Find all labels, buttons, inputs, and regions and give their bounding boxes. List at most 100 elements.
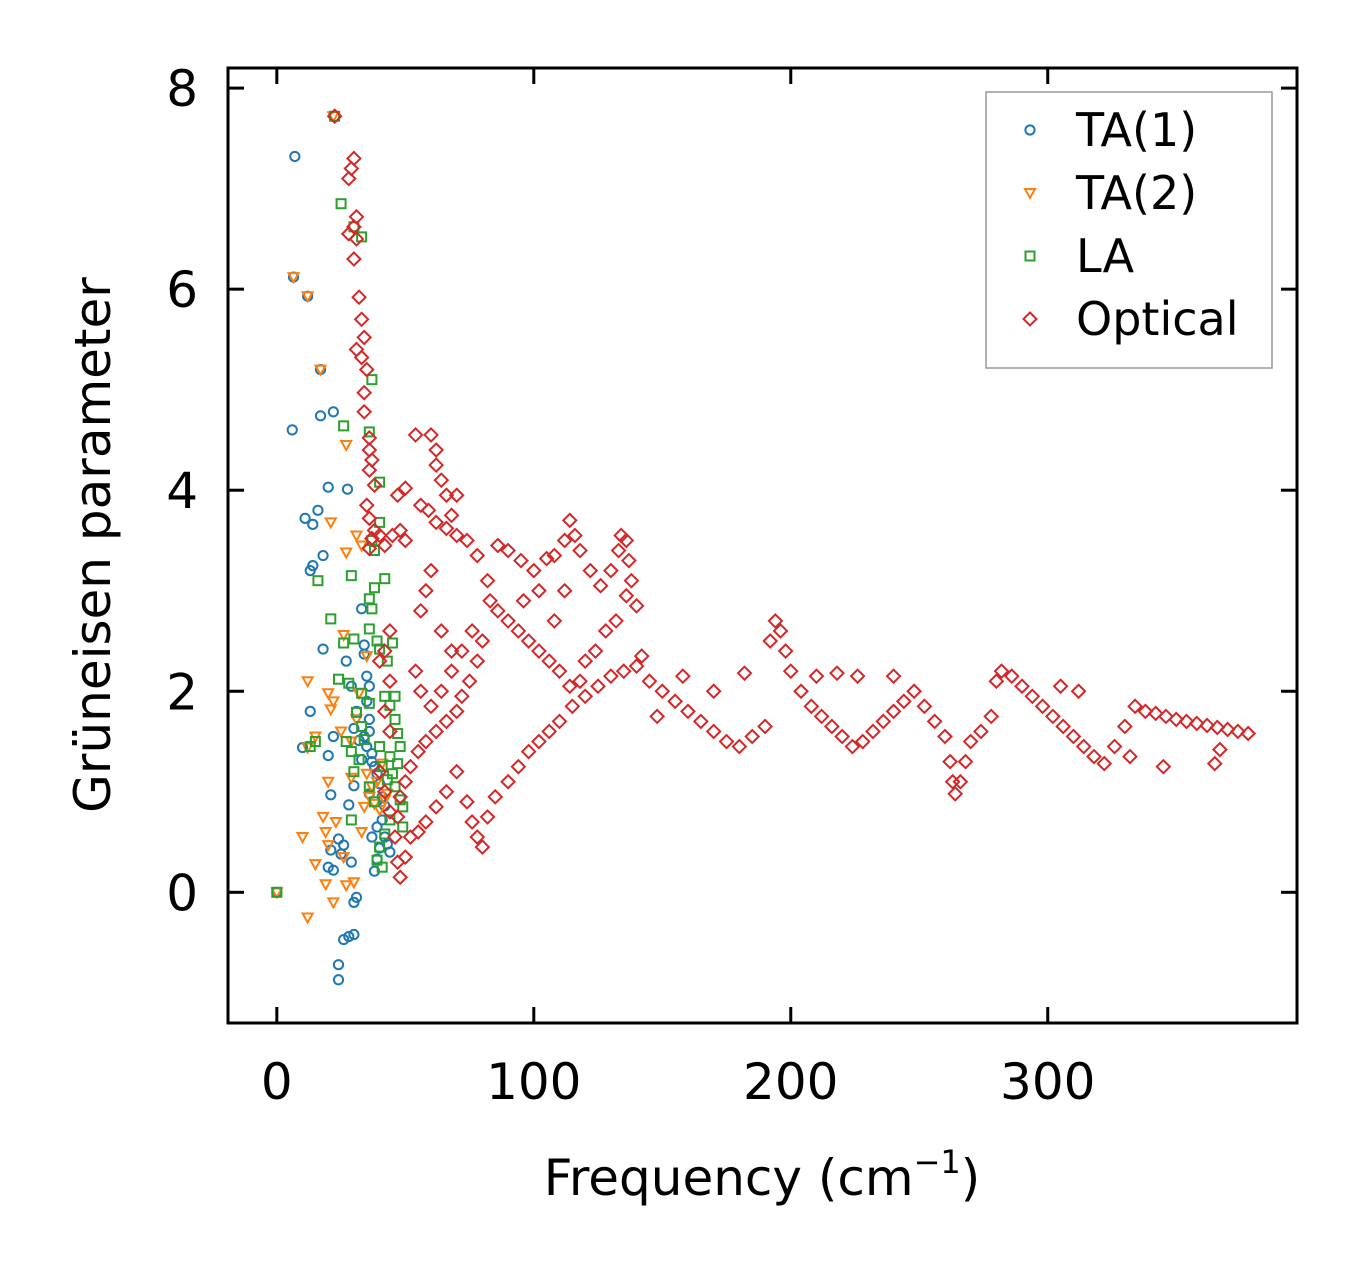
data-point (329, 816, 343, 830)
data-point (334, 726, 348, 739)
data-point (448, 487, 465, 504)
y-axis-label: Grüneisen parameter (64, 277, 122, 813)
data-point (349, 714, 364, 727)
data-point (423, 427, 439, 443)
data-point (345, 570, 357, 582)
data-point (363, 781, 375, 793)
x-tick-label: 200 (743, 1053, 838, 1111)
data-point (339, 880, 353, 893)
data-point (402, 829, 419, 845)
data-point (531, 733, 547, 750)
data-point (692, 713, 709, 730)
data-point (381, 673, 398, 690)
data-point (412, 683, 429, 700)
data-point (844, 738, 861, 755)
data-point (1024, 688, 1041, 705)
data-point (338, 839, 350, 851)
data-point (371, 821, 383, 833)
legend-item: LA (1024, 229, 1135, 283)
data-point (347, 877, 361, 890)
data-point (348, 780, 360, 792)
data-point (326, 897, 341, 910)
x-axis-label-superscript: −1 (914, 1143, 961, 1181)
data-point (345, 680, 357, 692)
data-point (641, 673, 658, 690)
data-point (1127, 698, 1144, 715)
legend-item: TA(2) (1023, 166, 1197, 220)
data-point (300, 291, 315, 304)
y-tick-label: 8 (166, 60, 198, 118)
data-point (343, 930, 355, 943)
data-point (356, 384, 373, 401)
data-point (438, 713, 455, 730)
data-point (428, 798, 445, 815)
data-point (345, 814, 357, 826)
series-la (271, 110, 409, 898)
data-point (379, 573, 391, 585)
data-point (371, 527, 388, 544)
data-point (561, 512, 578, 529)
data-point (348, 341, 365, 358)
data-point (392, 522, 409, 539)
data-point (667, 693, 684, 710)
data-point (389, 690, 401, 702)
data-point (420, 502, 437, 519)
data-point (895, 693, 912, 710)
data-point (358, 734, 370, 746)
data-point (926, 713, 943, 730)
data-point (321, 840, 335, 853)
data-point (531, 582, 547, 599)
data-point (834, 728, 851, 745)
data-point (582, 562, 599, 579)
data-point (379, 828, 391, 840)
data-point (346, 251, 362, 267)
series-optical (326, 108, 1257, 886)
data-point (363, 713, 375, 726)
data-point (577, 688, 594, 705)
data-point (1155, 758, 1172, 775)
data-point (469, 829, 486, 845)
data-point (374, 741, 386, 753)
data-point (348, 633, 360, 645)
data-point (384, 751, 396, 763)
data-point (428, 457, 445, 473)
data-point (620, 552, 637, 569)
data-point (360, 768, 374, 781)
data-point (448, 703, 465, 720)
data-point (1106, 738, 1123, 755)
data-point (546, 612, 563, 629)
data-point (417, 582, 434, 599)
data-point (417, 814, 434, 830)
data-point (376, 814, 388, 826)
y-tick-label: 2 (166, 663, 198, 721)
data-point (813, 708, 830, 725)
data-point (299, 512, 311, 524)
data-point (777, 643, 794, 659)
data-point (360, 651, 374, 664)
data-point (304, 741, 316, 753)
data-point (744, 728, 761, 745)
data-point (356, 754, 368, 766)
data-point (381, 723, 398, 740)
data-point (325, 613, 337, 625)
data-point (353, 311, 370, 328)
data-point (957, 753, 974, 770)
data-point (916, 698, 933, 715)
data-point (906, 683, 923, 700)
x-axis-label-suffix: ) (961, 1149, 981, 1207)
data-point (482, 592, 499, 609)
data-point (353, 754, 365, 766)
data-point (412, 602, 429, 619)
data-point (1158, 708, 1174, 725)
data-point (397, 821, 409, 833)
data-point (381, 623, 398, 639)
legend-label: Optical (1076, 292, 1238, 346)
data-point (343, 799, 355, 811)
data-point (937, 728, 953, 745)
data-point (829, 665, 845, 682)
data-point (376, 783, 393, 800)
data-point (443, 643, 460, 659)
data-point (577, 653, 594, 670)
data-point (308, 859, 323, 872)
data-point (312, 504, 324, 516)
